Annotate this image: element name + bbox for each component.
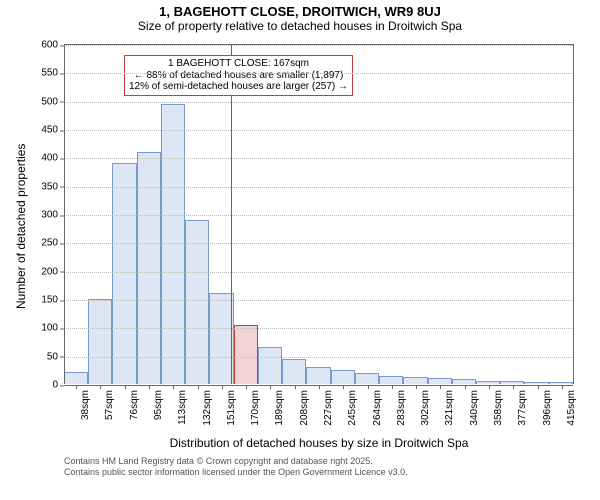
x-tick-mark bbox=[368, 385, 369, 389]
x-tick-mark bbox=[246, 385, 247, 389]
x-tick-mark bbox=[392, 385, 393, 389]
gridline bbox=[64, 158, 573, 159]
x-tick-mark bbox=[198, 385, 199, 389]
y-tick: 400 bbox=[41, 153, 64, 164]
bar bbox=[112, 163, 136, 384]
x-tick: 151sqm bbox=[226, 384, 237, 426]
x-tick: 321sqm bbox=[444, 384, 455, 426]
x-tick-mark bbox=[513, 385, 514, 389]
annotation-line3: 12% of semi-detached houses are larger (… bbox=[129, 81, 348, 93]
x-tick-mark bbox=[343, 385, 344, 389]
x-axis-label: Distribution of detached houses by size … bbox=[64, 436, 574, 450]
x-tick: 57sqm bbox=[104, 384, 115, 420]
bar bbox=[379, 376, 403, 385]
annotation-line1: 1 BAGEHOTT CLOSE: 167sqm bbox=[129, 58, 348, 70]
gridline bbox=[64, 300, 573, 301]
y-axis-label: Number of detached properties bbox=[14, 144, 28, 309]
x-tick-mark bbox=[416, 385, 417, 389]
x-tick: 283sqm bbox=[396, 384, 407, 426]
x-tick: 95sqm bbox=[153, 384, 164, 420]
x-tick: 113sqm bbox=[177, 384, 188, 425]
gridline bbox=[64, 243, 573, 244]
bar bbox=[282, 359, 306, 385]
plot-area: 1 BAGEHOTT CLOSE: 167sqm ← 88% of detach… bbox=[64, 44, 574, 384]
x-tick-mark bbox=[319, 385, 320, 389]
gridline bbox=[64, 272, 573, 273]
x-tick: 358sqm bbox=[493, 384, 504, 426]
x-tick: 76sqm bbox=[129, 384, 140, 420]
x-tick: 377sqm bbox=[517, 384, 528, 426]
x-tick: 189sqm bbox=[274, 384, 285, 426]
x-tick: 302sqm bbox=[420, 384, 431, 426]
bar bbox=[355, 373, 379, 384]
x-tick-mark bbox=[222, 385, 223, 389]
gridline bbox=[64, 187, 573, 188]
chart-subtitle: Size of property relative to detached ho… bbox=[0, 19, 600, 33]
y-tick: 250 bbox=[41, 238, 64, 249]
x-tick-mark bbox=[440, 385, 441, 389]
x-tick: 340sqm bbox=[469, 384, 480, 426]
x-tick: 227sqm bbox=[323, 384, 334, 426]
x-tick: 415sqm bbox=[566, 384, 577, 426]
gridline bbox=[64, 73, 573, 74]
y-tick: 550 bbox=[41, 68, 64, 79]
y-tick: 600 bbox=[41, 40, 64, 51]
y-axis-line bbox=[64, 45, 65, 384]
x-tick: 132sqm bbox=[202, 384, 213, 426]
footer-line2: Contains public sector information licen… bbox=[64, 467, 408, 478]
x-tick-mark bbox=[465, 385, 466, 389]
y-tick: 150 bbox=[41, 295, 64, 306]
y-tick: 450 bbox=[41, 125, 64, 136]
y-tick: 100 bbox=[41, 323, 64, 334]
gridline bbox=[64, 328, 573, 329]
bar bbox=[88, 299, 112, 384]
x-tick-mark bbox=[76, 385, 77, 389]
gridline bbox=[64, 45, 573, 46]
chart-title: 1, BAGEHOTT CLOSE, DROITWICH, WR9 8UJ bbox=[0, 0, 600, 19]
x-tick-mark bbox=[538, 385, 539, 389]
y-tick: 350 bbox=[41, 181, 64, 192]
y-tick: 300 bbox=[41, 210, 64, 221]
footer-line1: Contains HM Land Registry data © Crown c… bbox=[64, 456, 408, 467]
x-tick-mark bbox=[100, 385, 101, 389]
x-tick: 264sqm bbox=[372, 384, 383, 426]
gridline bbox=[64, 130, 573, 131]
x-tick-mark bbox=[149, 385, 150, 389]
y-tick: 200 bbox=[41, 266, 64, 277]
gridline bbox=[64, 215, 573, 216]
y-tick: 500 bbox=[41, 96, 64, 107]
x-tick-mark bbox=[270, 385, 271, 389]
x-tick-mark bbox=[295, 385, 296, 389]
x-tick-mark bbox=[125, 385, 126, 389]
bar bbox=[64, 372, 88, 384]
footer: Contains HM Land Registry data © Crown c… bbox=[64, 456, 408, 478]
bar bbox=[306, 367, 330, 384]
annotation-line2: ← 88% of detached houses are smaller (1,… bbox=[129, 70, 348, 82]
x-tick: 396sqm bbox=[542, 384, 553, 426]
gridline bbox=[64, 357, 573, 358]
x-tick: 208sqm bbox=[299, 384, 310, 426]
annotation-box: 1 BAGEHOTT CLOSE: 167sqm ← 88% of detach… bbox=[124, 55, 353, 96]
chart-container: 1, BAGEHOTT CLOSE, DROITWICH, WR9 8UJ Si… bbox=[0, 0, 600, 500]
y-tick: 0 bbox=[52, 380, 64, 391]
x-tick-mark bbox=[173, 385, 174, 389]
x-tick: 170sqm bbox=[250, 384, 261, 426]
gridline bbox=[64, 102, 573, 103]
bar bbox=[403, 377, 427, 384]
y-tick: 50 bbox=[47, 351, 64, 362]
bar bbox=[234, 325, 258, 385]
x-tick: 245sqm bbox=[347, 384, 358, 426]
x-tick-mark bbox=[562, 385, 563, 389]
bar bbox=[331, 370, 355, 384]
bar bbox=[258, 347, 282, 384]
x-tick-mark bbox=[489, 385, 490, 389]
x-tick: 38sqm bbox=[80, 384, 91, 420]
